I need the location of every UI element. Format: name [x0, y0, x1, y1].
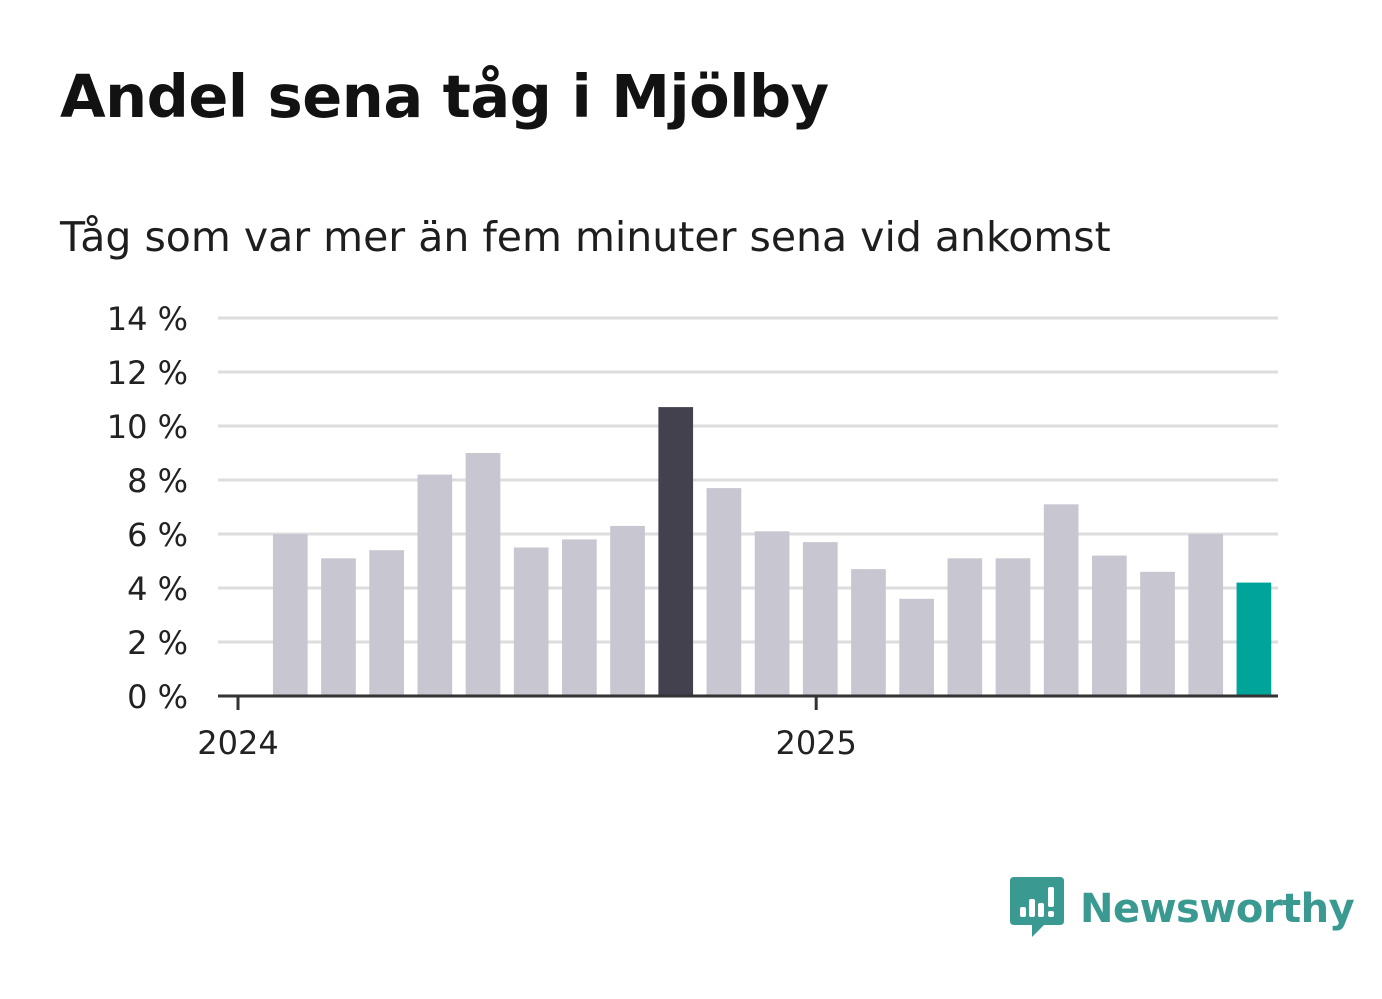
- bar-2025-08: [1140, 571, 1175, 696]
- bar-2025-03: [899, 598, 934, 696]
- bar-2024-03: [321, 558, 356, 696]
- bar-2025-10: [1236, 582, 1272, 696]
- y-tick-label: 0 %: [127, 678, 188, 716]
- y-tick-label: 4 %: [127, 570, 188, 608]
- bar-2024-05: [417, 474, 453, 696]
- x-tick-label: 2025: [775, 724, 856, 762]
- bar-2025-05: [995, 558, 1031, 696]
- y-tick-label: 8 %: [127, 462, 188, 500]
- x-axis-tick-labels: 2024 2025: [197, 696, 857, 762]
- bars: [272, 407, 1272, 696]
- bar-2024-06: [465, 453, 501, 696]
- bar-2025-07: [1092, 555, 1127, 696]
- bar-2025-09: [1188, 534, 1224, 696]
- x-tick-label: 2024: [197, 724, 278, 762]
- bar-2025-06: [1043, 504, 1079, 696]
- bar-2024-09: [610, 525, 645, 696]
- bar-2024-02: [272, 534, 308, 696]
- chart-title: Andel sena tåg i Mjölby: [60, 62, 829, 131]
- bar-2025-04: [947, 558, 983, 696]
- bar-2025-01: [802, 542, 838, 696]
- newsworthy-logo-icon: [1010, 877, 1064, 941]
- chart-subtitle: Tåg som var mer än fem minuter sena vid …: [60, 213, 1111, 261]
- y-tick-label: 6 %: [127, 516, 188, 554]
- brand-logo: Newsworthy: [1010, 877, 1355, 941]
- bar-2024-10: [658, 407, 694, 696]
- y-tick-label: 10 %: [107, 408, 188, 446]
- y-tick-label: 12 %: [107, 354, 188, 392]
- bar-2024-11: [706, 488, 742, 696]
- bar-2024-12: [754, 531, 790, 696]
- brand-name: Newsworthy: [1080, 886, 1355, 932]
- bar-2025-02: [851, 569, 886, 696]
- y-axis-tick-labels: 0 % 2 % 4 % 6 % 8 % 10 % 12 % 14 %: [107, 300, 188, 716]
- bar-2024-04: [369, 550, 404, 696]
- y-tick-label: 2 %: [127, 624, 188, 662]
- bar-2024-08: [562, 539, 597, 696]
- bar-2024-07: [513, 547, 549, 696]
- y-tick-label: 14 %: [107, 300, 188, 338]
